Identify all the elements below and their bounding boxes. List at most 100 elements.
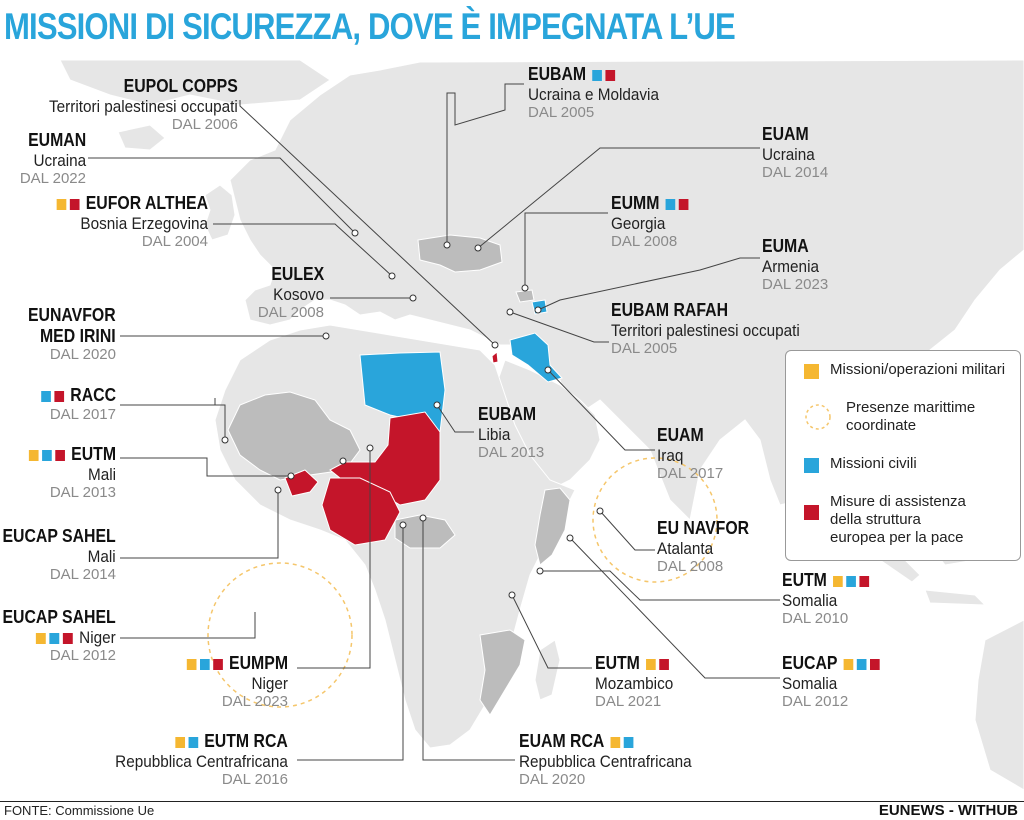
label-racc: RACC DAL 2017 — [29, 385, 116, 423]
mission-area: Ucraina — [762, 144, 815, 164]
civil-square-icon — [592, 69, 602, 81]
uk-landmass — [204, 184, 236, 241]
mission-date: DAL 2012 — [49, 647, 116, 665]
mission-name: EUFOR ALTHEA — [55, 193, 208, 214]
mission-date: DAL 2021 — [595, 693, 662, 711]
java-landmass — [924, 589, 987, 606]
legend-item-civil: Missioni civili — [804, 455, 917, 473]
mission-name: EUCAP SAHEL — [2, 526, 116, 546]
label-euam-rca: EUAM RCA Repubblica Centrafricana DAL 20… — [519, 731, 711, 788]
military-square-icon — [646, 658, 656, 670]
source-credit: FONTE: Commissione Ue — [4, 803, 155, 818]
mission-name-text: RACC — [70, 385, 116, 405]
brand-credit: EUNEWS - WITHUB — [878, 802, 1018, 819]
mission-area: Iraq — [657, 445, 684, 465]
mission-area: Niger — [251, 673, 288, 693]
label-euam-ucraina: EUAM Ucraina DAL 2014 — [762, 124, 828, 181]
mission-name-line2: MED IRINI — [40, 325, 116, 346]
mission-date: DAL 2016 — [221, 771, 288, 789]
mission-name: EUMAN — [27, 130, 86, 150]
mission-area-text: Niger — [79, 627, 116, 647]
military-square-icon — [28, 449, 39, 461]
label-eucap-somalia: EUCAP Somalia DAL 2012 — [782, 653, 895, 710]
label-eubam-rafah: EUBAM RAFAH Territori palestinesi occupa… — [611, 300, 821, 357]
mission-name: EUBAM RAFAH — [611, 300, 729, 320]
mission-date: DAL 2022 — [19, 170, 86, 188]
label-eumpm: EUMPM Niger DAL 2023 — [171, 653, 288, 710]
legend-label: Misure di assistenza — [830, 493, 966, 510]
mission-name: EUTM — [27, 444, 116, 465]
mission-name: EUBAM — [478, 404, 537, 424]
footer-divider — [0, 801, 1024, 802]
mission-name-line1: EUNAVFOR — [28, 305, 116, 325]
mission-name: EUCAP SAHEL — [2, 607, 116, 627]
legend-label: Missioni/operazioni militari — [830, 361, 1006, 378]
somalia-region — [534, 487, 571, 566]
label-euam-iraq: EUAM Iraq DAL 2017 — [657, 425, 723, 482]
mission-area: Mali — [87, 464, 116, 484]
mission-name-text: EUCAP — [782, 653, 838, 673]
civil-square-icon — [49, 632, 60, 644]
mission-name: EUCAP — [782, 653, 881, 674]
mission-date: DAL 2012 — [782, 693, 849, 711]
australia-landmass — [974, 619, 1024, 791]
legend-item-military: Missioni/operazioni militari — [804, 361, 1005, 379]
mission-area: Somalia — [782, 673, 838, 693]
mission-name-text: EUFOR ALTHEA — [85, 193, 208, 213]
atalanta-maritime-area — [592, 457, 718, 583]
label-euman: EUMAN Ucraina DAL 2022 — [20, 130, 86, 187]
mission-area: Niger — [0, 628, 116, 648]
peace-square-icon — [605, 69, 616, 81]
mauritania-mali-region — [227, 391, 361, 481]
ukraine-region — [417, 234, 503, 273]
label-eutm-somalia: EUTM Somalia DAL 2010 — [782, 570, 883, 627]
mission-area: Mozambico — [595, 673, 674, 693]
legend-label: della struttura — [830, 511, 921, 528]
mission-name: EUMPM — [185, 653, 288, 674]
mission-name: EUAM RCA — [519, 731, 688, 752]
mozambique-region — [479, 629, 526, 716]
mission-area: Georgia — [611, 213, 666, 233]
military-square-icon — [610, 736, 621, 748]
mission-name-text: EUBAM — [528, 64, 587, 84]
mission-date: DAL 2005 — [611, 340, 678, 358]
civil-square-icon — [188, 736, 199, 748]
label-eutm-mali: EUTM Mali DAL 2013 — [15, 444, 116, 501]
military-square-icon — [36, 632, 47, 644]
mission-area: Kosovo — [272, 284, 324, 304]
civil-square-icon — [665, 198, 676, 210]
dashed-circle-icon — [805, 404, 831, 430]
mission-area: Ucraina — [33, 150, 86, 170]
mission-area: Repubblica Centrafricana — [519, 751, 692, 771]
mission-date: DAL 2017 — [657, 465, 724, 483]
label-eucap-sahel-niger: EUCAP SAHEL Niger DAL 2012 — [0, 607, 116, 664]
mission-date: DAL 2014 — [762, 164, 829, 182]
civil-square-icon — [804, 458, 819, 473]
palestine-region — [491, 351, 499, 364]
mission-date: DAL 2008 — [257, 304, 324, 322]
label-eumm: EUMM Georgia DAL 2008 — [611, 193, 701, 250]
peace-square-icon — [54, 390, 65, 402]
mission-area: Repubblica Centrafricana — [115, 751, 288, 771]
mission-date: DAL 2006 — [171, 116, 238, 134]
mission-name: EUMM — [611, 193, 690, 214]
label-eupol-copps: EUPOL COPPS Territori palestinesi occupa… — [28, 76, 238, 133]
mission-date: DAL 2005 — [528, 104, 595, 122]
mission-date: DAL 2004 — [141, 233, 208, 251]
mission-date: DAL 2020 — [519, 771, 586, 789]
military-square-icon — [175, 736, 186, 748]
peace-square-icon — [55, 449, 65, 461]
mission-area: Libia — [478, 424, 511, 444]
mission-name-text: EUTM — [71, 444, 116, 464]
greenland-landmass — [59, 60, 331, 106]
civil-square-icon — [623, 736, 634, 748]
label-eu-navfor-atalanta: EU NAVFOR Atalanta DAL 2008 — [657, 518, 762, 575]
mission-date: DAL 2023 — [762, 276, 829, 294]
mission-area: Territori palestinesi occupati — [49, 96, 238, 116]
peace-square-icon — [659, 658, 669, 670]
mission-name: EUBAM — [528, 64, 656, 85]
mission-name-text: EUAM RCA — [519, 731, 605, 751]
gulf-of-guinea-maritime-area — [207, 562, 353, 708]
peace-square-icon — [213, 658, 223, 670]
peace-square-icon — [804, 505, 819, 520]
